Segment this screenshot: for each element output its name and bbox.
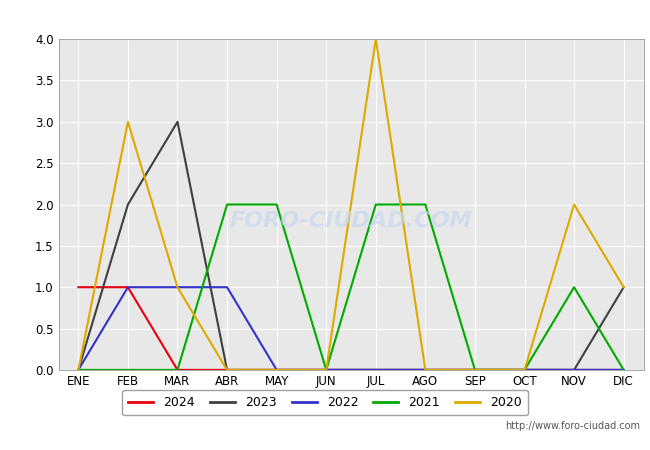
- Text: Matriculaciones de Vehiculos en Algar de Palancia: Matriculaciones de Vehiculos en Algar de…: [124, 11, 526, 26]
- Text: FORO-CIUDAD.COM: FORO-CIUDAD.COM: [229, 211, 473, 231]
- Text: http://www.foro-ciudad.com: http://www.foro-ciudad.com: [505, 421, 640, 431]
- Legend: 2024, 2023, 2022, 2021, 2020: 2024, 2023, 2022, 2021, 2020: [122, 390, 528, 415]
